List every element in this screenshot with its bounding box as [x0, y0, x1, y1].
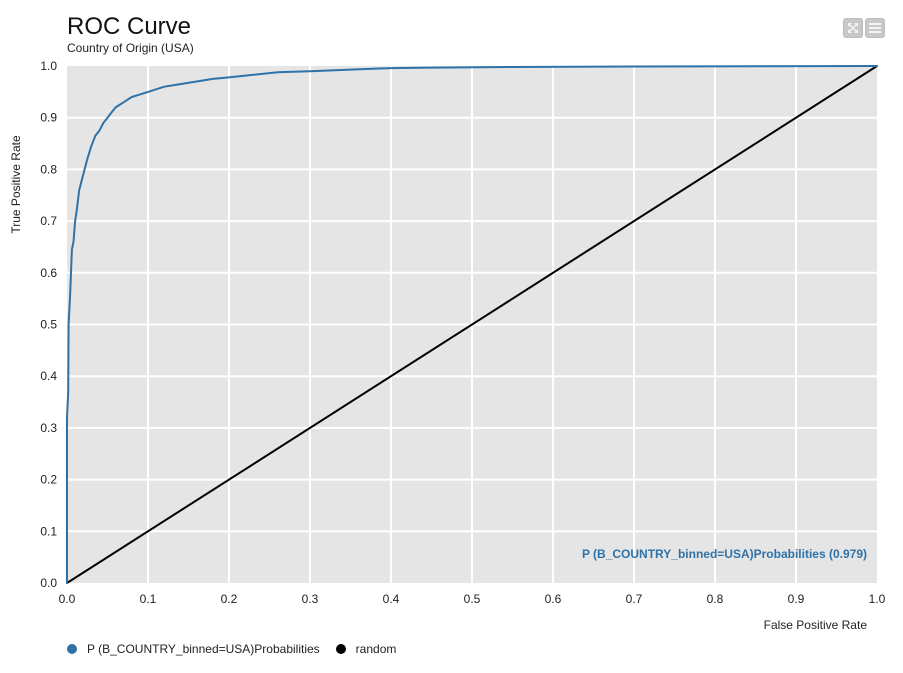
y-tick-label: 0.9: [40, 111, 57, 125]
legend-marker-random: [335, 644, 346, 654]
y-tick-label: 0.1: [40, 524, 57, 538]
legend-marker-roc: [67, 644, 77, 654]
y-tick-label: 0.3: [40, 421, 57, 435]
expand-icon: [847, 22, 859, 34]
chart-toolbar: [843, 18, 885, 38]
x-tick-label: 0.8: [707, 592, 724, 606]
x-tick-label: 0.2: [221, 592, 238, 606]
chart-subtitle: Country of Origin (USA): [67, 41, 194, 55]
y-tick-label: 0.0: [40, 576, 57, 590]
y-tick-label: 0.4: [40, 369, 57, 383]
y-tick-label: 0.7: [40, 214, 57, 228]
legend-label-roc: P (B_COUNTRY_binned=USA)Probabilities: [87, 642, 320, 656]
grid-lines: [67, 66, 877, 583]
random-line[interactable]: [66, 65, 878, 584]
y-tick-label: 1.0: [40, 59, 57, 73]
x-tick-label: 0.3: [302, 592, 319, 606]
x-tick-label: 0.0: [59, 592, 76, 606]
legend-item-random[interactable]: random: [335, 642, 397, 656]
series-layer: [66, 65, 878, 584]
roc-curve-line[interactable]: [66, 65, 878, 584]
x-tick-label: 0.1: [140, 592, 157, 606]
chart-title: ROC Curve: [67, 13, 192, 40]
y-tick-label: 0.5: [40, 318, 57, 332]
x-tick-label: 0.6: [545, 592, 562, 606]
menu-icon: [869, 23, 881, 33]
y-tick-label: 0.8: [40, 162, 57, 176]
x-tick-label: 0.4: [383, 592, 400, 606]
y-tick-label: 0.6: [40, 266, 57, 280]
chart-legend: P (B_COUNTRY_binned=USA)Probabilities ra…: [67, 642, 412, 656]
x-axis-ticks: 0.0 0.1 0.2 0.3 0.4 0.5 0.6 0.7 0.8 0.9 1.0: [59, 592, 886, 606]
x-tick-label: 1.0: [869, 592, 886, 606]
legend-item-roc[interactable]: P (B_COUNTRY_binned=USA)Probabilities: [67, 642, 320, 656]
y-tick-label: 0.2: [40, 473, 57, 487]
x-axis-label: False Positive Rate: [764, 618, 868, 632]
legend-label-random: random: [355, 642, 397, 656]
menu-button[interactable]: [865, 18, 885, 38]
expand-button[interactable]: [843, 18, 863, 38]
x-tick-label: 0.9: [788, 592, 805, 606]
auc-annotation: P (B_COUNTRY_binned=USA)Probabilities (0…: [582, 547, 867, 561]
x-tick-label: 0.5: [464, 592, 481, 606]
y-axis-ticks: 0.0 0.1 0.2 0.3 0.4 0.5 0.6 0.7 0.8 0.9 1.0: [40, 59, 57, 590]
y-axis-label: True Positive Rate: [9, 135, 23, 234]
x-tick-label: 0.7: [626, 592, 643, 606]
